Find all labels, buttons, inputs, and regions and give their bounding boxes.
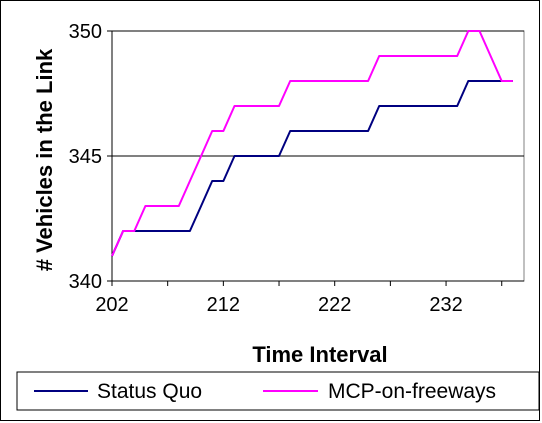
y-tick-label: 340 (69, 271, 102, 293)
x-tick-label: 202 (95, 294, 128, 316)
series-line-status-quo (111, 80, 513, 257)
x-tick-label: 222 (318, 294, 351, 316)
x-tick-label: 232 (429, 294, 462, 316)
y-tick-label: 345 (69, 146, 102, 168)
legend: Status Quo MCP-on-freeways (16, 371, 540, 411)
axes (107, 30, 524, 286)
x-tick-label: 212 (207, 294, 240, 316)
y-axis-title: # Vehicles in the Link (32, 48, 57, 271)
y-tick-labels: 340 345 350 (69, 21, 102, 293)
x-axis-title: Time Interval (252, 342, 387, 367)
series-lines (111, 30, 513, 257)
gridlines (112, 30, 524, 157)
series-line-mcp-on-freeways (111, 30, 513, 257)
y-tick-label: 350 (69, 21, 102, 43)
legend-label-mcp-on-freeways: MCP-on-freeways (328, 380, 496, 403)
legend-label-status-quo: Status Quo (97, 380, 202, 403)
x-tick-labels: 202 212 222 232 (95, 294, 462, 316)
